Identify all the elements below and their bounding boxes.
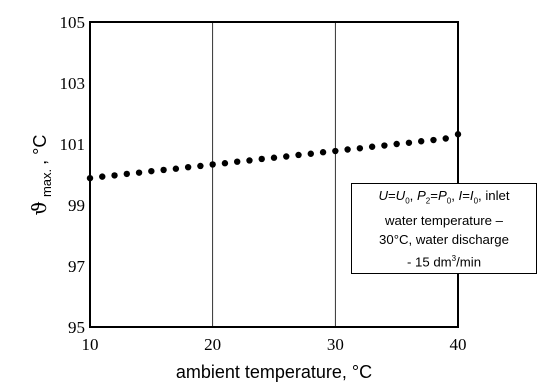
data-point	[418, 138, 425, 145]
data-point	[381, 142, 388, 149]
data-point	[172, 165, 180, 172]
data-point	[270, 154, 278, 161]
y-tick-label: 95	[68, 318, 85, 337]
data-point	[344, 146, 351, 153]
data-point	[454, 131, 462, 138]
data-point	[148, 167, 155, 175]
y-tick-label: 105	[60, 13, 86, 32]
y-tick-label: 103	[60, 74, 86, 93]
data-point	[160, 166, 167, 174]
data-series	[86, 131, 462, 182]
data-point	[99, 173, 106, 180]
annotation-line-3: 30°C, water discharge	[379, 231, 509, 247]
data-point	[307, 150, 314, 157]
data-point	[332, 147, 339, 155]
data-point	[258, 155, 265, 163]
annotation-line-2: water temperature –	[384, 212, 503, 228]
x-tick-label: 40	[450, 335, 467, 354]
y-tick-label: 99	[68, 196, 85, 215]
data-point	[111, 172, 118, 179]
annotation-line-1: U=U0, P2=P0, I=I0, inlet	[378, 188, 510, 206]
x-tick-label: 20	[204, 335, 221, 354]
data-point	[221, 160, 229, 167]
data-point	[123, 170, 130, 178]
y-axis-subscript: max.	[39, 169, 54, 197]
y-axis-unit: , °C	[30, 135, 50, 165]
data-point	[197, 162, 204, 170]
data-point	[135, 169, 143, 176]
data-point	[295, 151, 302, 159]
grid-lines	[212, 22, 336, 327]
data-point	[430, 136, 437, 144]
data-point	[393, 140, 400, 148]
data-point	[246, 157, 253, 164]
y-tick-labels: 95 97 99 101 103 105	[60, 13, 86, 337]
data-point	[368, 143, 376, 150]
plot-area	[90, 22, 458, 327]
data-point	[405, 139, 413, 146]
conditions-annotation: U=U0, P2=P0, I=I0, inlet water temperatu…	[351, 183, 537, 275]
x-tick-labels: 10 20 30 40	[82, 335, 467, 354]
annotation-line-4: - 15 dm3/min	[406, 253, 482, 270]
x-tick-label: 10	[82, 335, 99, 354]
x-axis-title: ambient temperature, °C	[176, 362, 372, 382]
data-point	[319, 149, 327, 156]
y-tick-label: 97	[68, 257, 86, 276]
svg-text:ϑ max. , °C: ϑ max. , °C	[27, 135, 55, 216]
data-point	[283, 153, 290, 160]
data-point	[234, 158, 241, 165]
data-point	[86, 174, 94, 182]
data-point	[356, 145, 364, 152]
data-point	[184, 163, 192, 171]
x-tick-label: 30	[327, 335, 344, 354]
plot-frame	[89, 21, 459, 328]
y-tick-label: 101	[60, 135, 86, 154]
data-point	[209, 161, 216, 168]
y-axis-title: ϑ max. , °C	[27, 135, 55, 216]
data-point	[442, 135, 449, 142]
y-axis-symbol: ϑ	[27, 201, 51, 215]
